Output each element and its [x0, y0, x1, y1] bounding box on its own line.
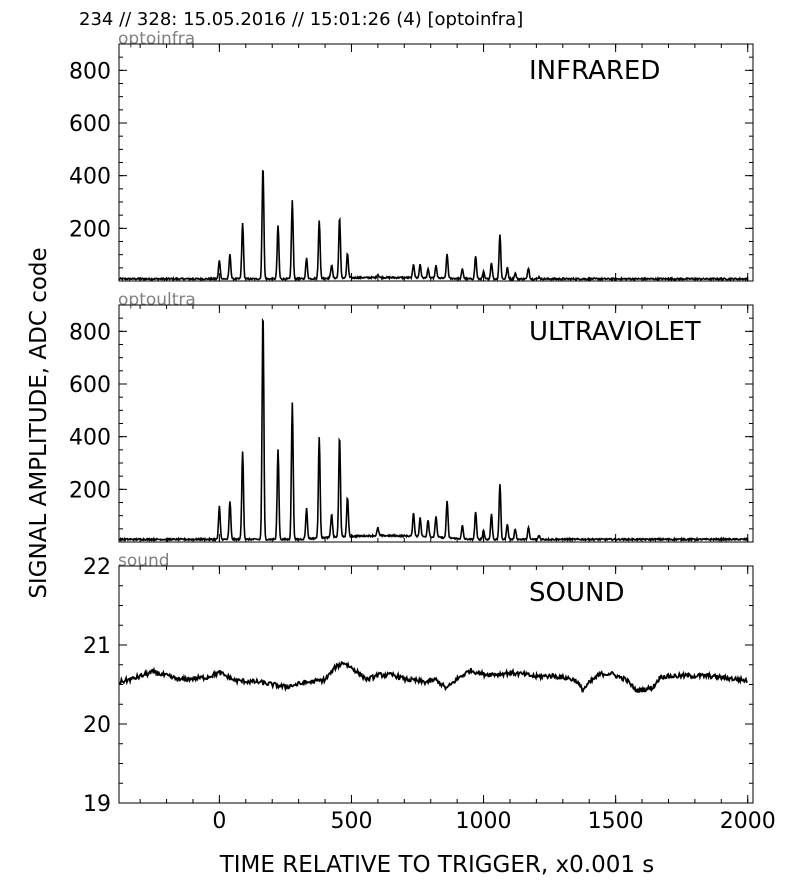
y-axis-label: SIGNAL AMPLITUDE, ADC code: [26, 247, 52, 598]
ultraviolet-title: ULTRAVIOLET: [529, 317, 701, 347]
sound-tag: sound: [118, 551, 170, 571]
sound-series-line: [119, 661, 748, 693]
ultraviolet-tag: optoultra: [118, 290, 196, 310]
x-axis-label: TIME RELATIVE TO TRIGGER, x0.001 s: [219, 852, 655, 878]
x-tick-label: 1000: [456, 809, 512, 834]
x-tick-label: 1500: [588, 809, 644, 834]
y-tick-label: 200: [69, 478, 111, 503]
y-tick-label: 400: [69, 426, 111, 451]
infrared-panel: optoinfra INFRARED 200 400 600 800: [69, 29, 754, 282]
ultraviolet-series-line: [118, 317, 749, 543]
header-text: 234 // 328: 15.05.2016 // 15:01:26 (4) […: [79, 9, 523, 30]
y-tick-label: 22: [83, 555, 111, 580]
ultraviolet-panel: optoultra ULTRAVIOLET 200 400 600 800: [69, 290, 754, 543]
infrared-ticks: 200 400 600 800: [69, 43, 753, 282]
x-tick-label: 2000: [720, 809, 776, 834]
sound-plot-frame: [118, 565, 754, 804]
sound-title: SOUND: [529, 578, 624, 608]
y-tick-label: 400: [69, 165, 111, 190]
sound-ticks: 19 20 21 22 0 500 1000 1500 2000: [83, 555, 776, 834]
infrared-series-line: [118, 169, 749, 282]
y-tick-label: 200: [69, 217, 111, 242]
y-tick-label: 20: [83, 713, 111, 738]
x-tick-label: 0: [212, 809, 226, 834]
x-tick-label: 500: [330, 809, 372, 834]
y-tick-label: 21: [83, 634, 111, 659]
infrared-tag: optoinfra: [118, 29, 195, 49]
sound-panel: sound SOUND 19 20 21 22 0 500 1000 1500 2000: [83, 551, 776, 834]
y-tick-label: 19: [83, 792, 111, 817]
y-tick-label: 800: [69, 320, 111, 345]
y-tick-label: 800: [69, 59, 111, 84]
y-tick-label: 600: [69, 112, 111, 137]
infrared-title: INFRARED: [529, 56, 660, 86]
ultraviolet-ticks: 200 400 600 800: [69, 304, 753, 543]
y-tick-label: 600: [69, 373, 111, 398]
